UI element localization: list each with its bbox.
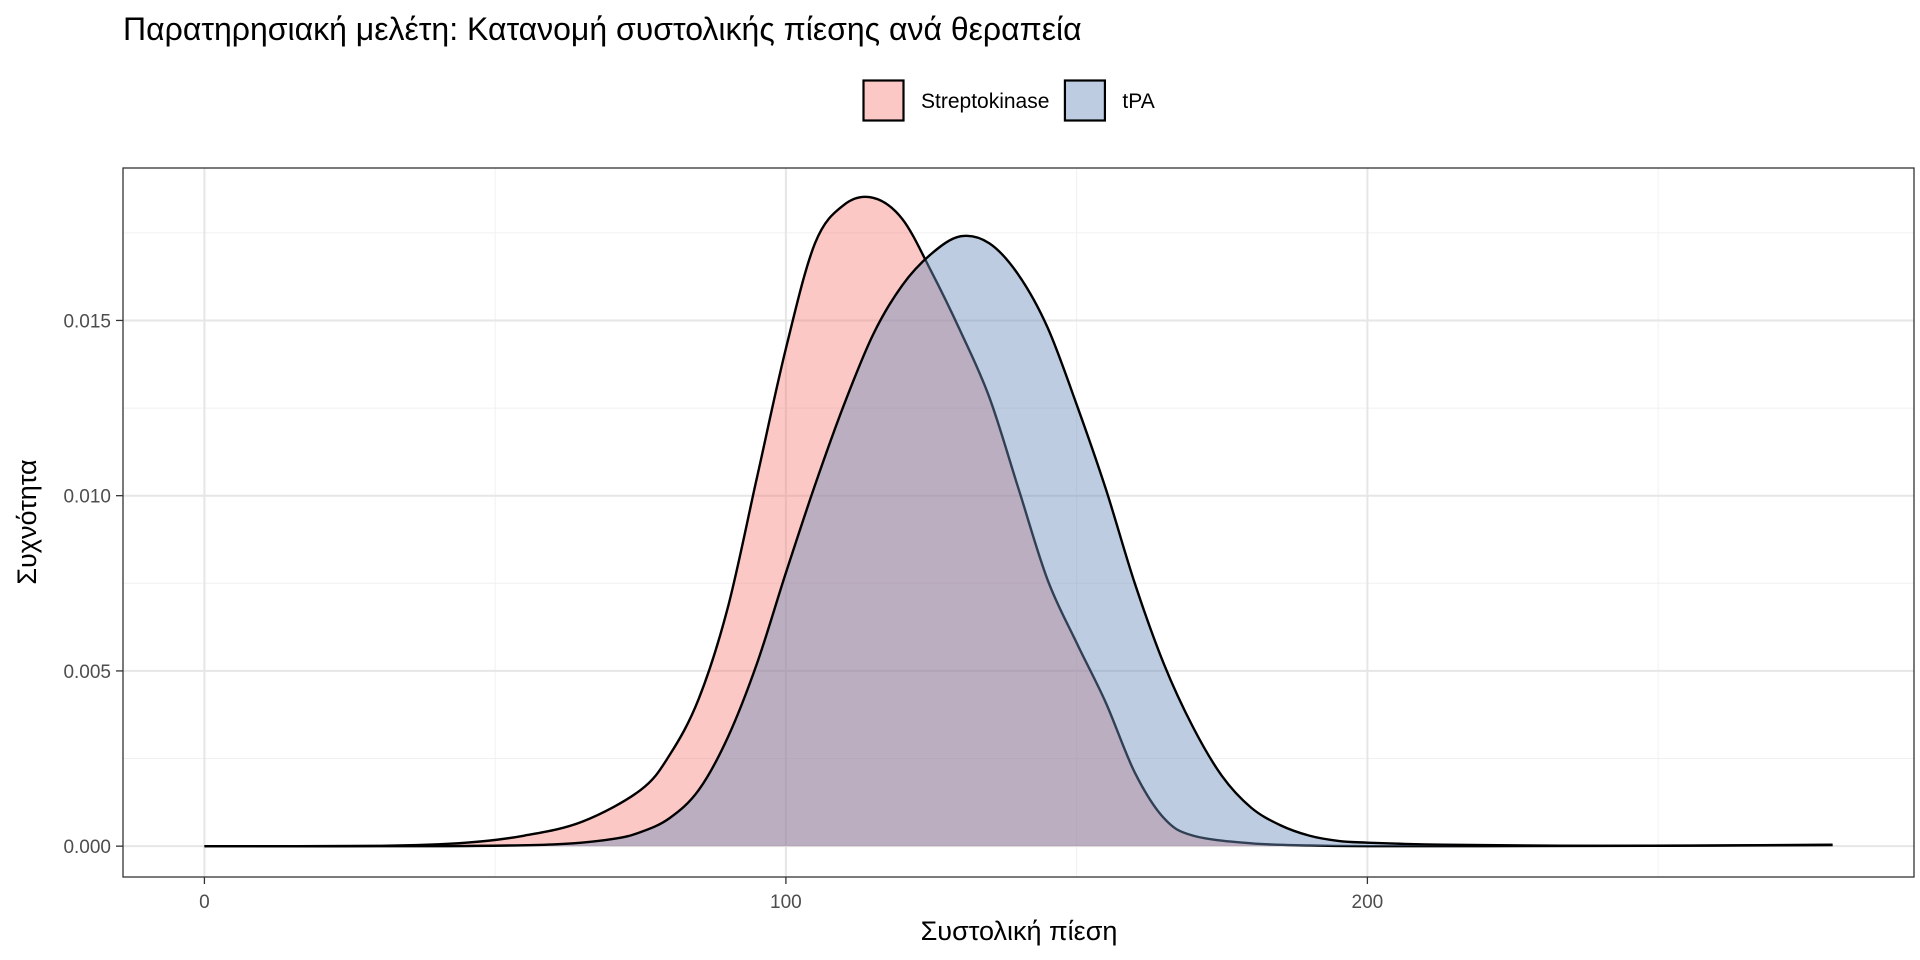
y-tick-label: 0.005 — [63, 662, 111, 683]
density-curve-streptokinase — [204, 195, 1833, 848]
x-tick-label: 100 — [770, 892, 802, 913]
y-tick-label: 0.015 — [63, 311, 111, 332]
legend-label-tpa: tPA — [1122, 90, 1154, 113]
y-axis-title: Συχνότητα — [12, 459, 42, 584]
legend-key-tpa — [1063, 79, 1107, 122]
x-axis-title: Συστολική πίεση — [921, 916, 1118, 946]
legend-key-background — [1063, 79, 1107, 122]
y-tick-label: 0.010 — [63, 487, 111, 508]
legend: Streptokinase tPA — [862, 79, 1155, 122]
chart-title: Παρατηρησιακή μελέτη: Κατανομή συστολική… — [123, 11, 1082, 47]
legend-label-streptokinase: Streptokinase — [921, 90, 1049, 113]
plot-panel-border — [122, 167, 1915, 878]
density-curve-tpa — [204, 234, 1833, 848]
legend-key-background — [862, 79, 905, 122]
grid-lines — [123, 168, 1914, 877]
density-area-tpa — [204, 235, 1833, 847]
x-tick-label: 0 — [199, 892, 210, 913]
density-areas — [204, 195, 1833, 848]
density-area-streptokinase — [204, 196, 1833, 847]
y-tick-label: 0.000 — [63, 837, 111, 858]
legend-key-streptokinase — [862, 79, 905, 122]
axes: 0 100 200 0.000 0.005 0.010 0.015 — [63, 311, 1383, 913]
x-tick-label: 200 — [1352, 892, 1384, 913]
